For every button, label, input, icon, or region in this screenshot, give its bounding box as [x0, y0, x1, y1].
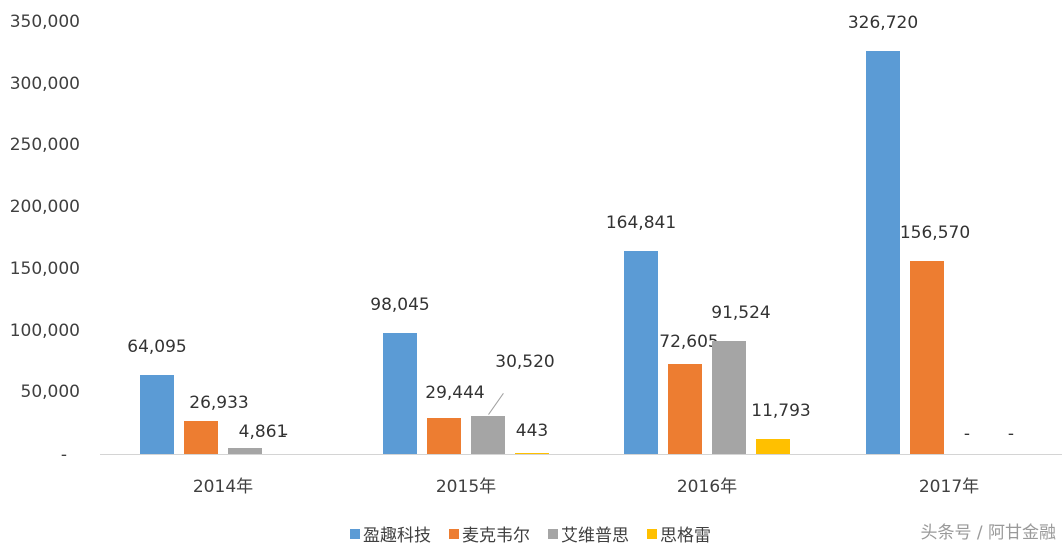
- bar: [910, 260, 944, 454]
- legend-item: 盈趣科技: [350, 521, 431, 546]
- data-label: 98,045: [370, 294, 430, 315]
- y-tick-label: 150,000: [9, 258, 80, 279]
- legend: 盈趣科技 麦克韦尔 艾维普思 思格雷: [350, 521, 711, 546]
- data-label: -: [963, 424, 971, 444]
- y-tick-label: 300,000: [9, 73, 80, 94]
- y-tick-label: 250,000: [9, 135, 80, 156]
- y-tick-label: 100,000: [9, 320, 80, 341]
- data-label: -: [1007, 424, 1015, 444]
- data-label: 91,524: [711, 303, 771, 324]
- bar: [228, 448, 262, 454]
- data-label: 443: [515, 421, 549, 442]
- data-label: 26,933: [189, 392, 249, 413]
- bar: [712, 341, 746, 454]
- bar: [624, 250, 658, 454]
- bar: [471, 416, 505, 454]
- bar: [184, 420, 218, 454]
- data-label: 30,520: [495, 352, 555, 373]
- y-tick-label: 350,000: [9, 12, 80, 32]
- legend-item: 麦克韦尔: [449, 521, 530, 546]
- legend-item: 思格雷: [647, 521, 711, 546]
- bar: [140, 374, 174, 454]
- legend-label: 麦克韦尔: [462, 526, 530, 546]
- y-tick-label: 200,000: [9, 197, 80, 218]
- legend-swatch-icon: [548, 528, 558, 539]
- data-label: 72,605: [659, 332, 719, 353]
- leader-line: [488, 393, 504, 415]
- legend-swatch-icon: [350, 528, 360, 539]
- x-tick-label: 2014年: [192, 477, 254, 497]
- legend-item: 艾维普思: [548, 521, 629, 546]
- legend-swatch-icon: [449, 528, 459, 539]
- legend-label: 思格雷: [660, 526, 711, 546]
- bar: [866, 50, 900, 454]
- watermark: 头条号 / 阿甘金融: [920, 523, 1056, 543]
- bar: [383, 332, 417, 454]
- legend-swatch-icon: [647, 528, 657, 539]
- bar: [756, 439, 790, 454]
- x-tick-label: 2016年: [676, 477, 738, 497]
- data-label: 326,720: [847, 12, 919, 33]
- bar: [515, 453, 549, 454]
- x-axis-line: [100, 454, 1062, 455]
- data-label: 64,095: [127, 336, 187, 357]
- data-label: 164,841: [605, 212, 677, 233]
- data-label: 4,861: [238, 422, 288, 442]
- y-tick-label: 50,000: [20, 382, 80, 403]
- data-label: 156,570: [899, 222, 971, 243]
- legend-label: 艾维普思: [561, 526, 629, 546]
- x-tick-label: 2015年: [435, 477, 497, 497]
- data-label: -: [281, 424, 289, 444]
- legend-label: 盈趣科技: [363, 526, 431, 546]
- y-tick-label: -: [60, 445, 67, 465]
- data-label: 11,793: [751, 401, 811, 422]
- bar: [668, 364, 702, 454]
- x-tick-label: 2017年: [918, 477, 980, 497]
- data-label: 29,444: [425, 382, 485, 403]
- bar: [427, 417, 461, 454]
